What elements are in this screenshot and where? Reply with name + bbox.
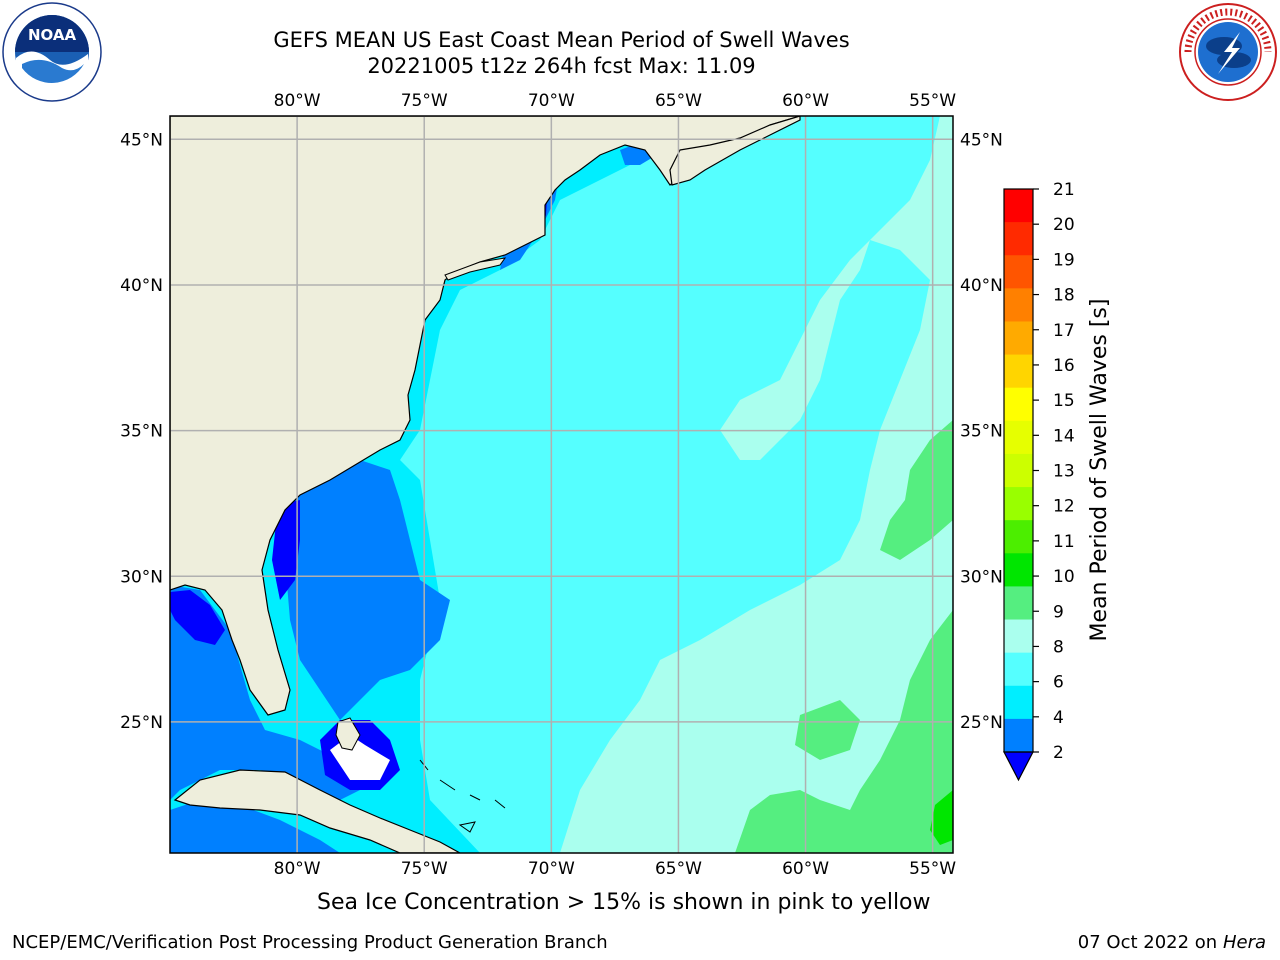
lat-label-right: 30°N xyxy=(960,567,1003,587)
lat-label-left: 35°N xyxy=(120,422,163,442)
lon-label-top: 80°W xyxy=(274,91,321,111)
lat-labels-right: 45°N 40°N 35°N 30°N 25°N xyxy=(960,130,1003,733)
colorbar-segment xyxy=(1004,487,1033,521)
colorbar-tick-label: 4 xyxy=(1053,708,1064,728)
colorbar-tick-label: 8 xyxy=(1053,637,1064,657)
lon-labels-top: 80°W 75°W 70°W 65°W 60°W 55°W xyxy=(274,91,957,111)
nws-logo-icon xyxy=(1179,3,1277,101)
colorbar-tick-label: 19 xyxy=(1053,250,1075,270)
date-line: 07 Oct 2022 on Hera xyxy=(1078,932,1266,953)
contour-2-4-bight xyxy=(285,460,450,720)
map-field xyxy=(170,116,953,853)
lat-label-left: 30°N xyxy=(120,567,163,587)
colorbar: 21 20 19 18 17 16 15 14 13 12 11 10 9 8 6 4 2 xyxy=(1003,180,1075,782)
lat-label-right: 35°N xyxy=(960,422,1003,442)
colorbar-segment xyxy=(1004,222,1033,256)
lon-label-bottom: 55°W xyxy=(909,859,956,879)
colorbar-tick-label: 21 xyxy=(1053,180,1075,200)
credit-line: NCEP/EMC/Verification Post Processing Pr… xyxy=(12,932,608,953)
colorbar-tick-label: 13 xyxy=(1053,462,1075,482)
date-text: 07 Oct 2022 on xyxy=(1077,932,1218,953)
contour-below-2-gulf xyxy=(170,590,225,645)
colorbar-tick-label: 9 xyxy=(1053,602,1064,622)
lon-label-top: 70°W xyxy=(528,91,575,111)
map-frame xyxy=(169,115,954,854)
colorbar-segment xyxy=(1004,321,1033,356)
colorbar-segment xyxy=(1004,652,1033,687)
land-long-island xyxy=(444,257,507,281)
lon-label-top: 60°W xyxy=(782,91,829,111)
colorbar-tick-label: 16 xyxy=(1053,356,1075,376)
land-andros xyxy=(335,717,361,751)
lon-label-bottom: 80°W xyxy=(274,859,321,879)
land-north-america xyxy=(170,116,801,716)
machine-name: Hera xyxy=(1222,932,1266,953)
lat-label-left: 40°N xyxy=(120,276,163,296)
lon-label-top: 65°W xyxy=(655,91,702,111)
colorbar-label: Mean Period of Swell Waves [s] xyxy=(1087,299,1112,642)
colorbar-segment xyxy=(1004,619,1033,654)
colorbar-segment xyxy=(1004,718,1033,753)
colorbar-segment xyxy=(1004,288,1033,322)
lon-label-bottom: 70°W xyxy=(528,859,575,879)
colorbar-tick-label: 6 xyxy=(1053,673,1064,693)
lat-label-right: 45°N xyxy=(960,130,1003,150)
colorbar-segment xyxy=(1004,189,1033,223)
colorbar-tick-label: 15 xyxy=(1053,391,1075,411)
map-subtitle: 20221005 t12z 264h fcst Max: 11.09 xyxy=(367,54,756,78)
contour-8-9 xyxy=(560,116,953,853)
noaa-logo-text: NOAA xyxy=(28,26,77,44)
colorbar-tick-label: 12 xyxy=(1053,497,1075,517)
colorbar-segment xyxy=(1004,354,1033,389)
colorbar-segment xyxy=(1004,586,1033,621)
colorbar-under-arrow xyxy=(1003,751,1034,782)
colorbar-tick-label: 20 xyxy=(1053,215,1075,235)
lon-label-bottom: 60°W xyxy=(782,859,829,879)
contour-9-10-se xyxy=(735,610,953,853)
colorbar-tick-label: 14 xyxy=(1053,426,1075,446)
land-cuba xyxy=(173,769,461,853)
colorbar-tick-label: 10 xyxy=(1053,567,1075,587)
sea-ice-note: Sea Ice Concentration > 15% is shown in … xyxy=(317,890,931,915)
colorbar-tick-label: 2 xyxy=(1053,743,1064,763)
lat-label-left: 45°N xyxy=(120,130,163,150)
contour-9-10-mid xyxy=(795,700,860,760)
contour-10-11 xyxy=(930,790,953,845)
contour-9-10-east xyxy=(880,420,953,560)
map-grid xyxy=(170,116,953,853)
colorbar-segment xyxy=(1004,255,1033,289)
lat-label-left: 25°N xyxy=(120,713,163,733)
colorbar-tick-label: 17 xyxy=(1053,321,1075,341)
colorbar-segment xyxy=(1004,520,1033,554)
lon-label-top: 75°W xyxy=(401,91,448,111)
noaa-logo-icon: NOAA xyxy=(2,2,102,102)
colorbar-segment xyxy=(1004,553,1033,587)
colorbar-segment xyxy=(1004,453,1033,488)
colorbar-segment xyxy=(1004,685,1033,720)
lat-label-right: 25°N xyxy=(960,713,1003,733)
lon-labels-bottom: 80°W 75°W 70°W 65°W 60°W 55°W xyxy=(274,859,957,879)
lat-labels-left: 45°N 40°N 35°N 30°N 25°N xyxy=(120,130,163,733)
lat-label-right: 40°N xyxy=(960,276,1003,296)
colorbar-tick-label: 18 xyxy=(1053,286,1075,306)
lon-label-top: 55°W xyxy=(909,91,956,111)
colorbar-tick-label: 11 xyxy=(1053,532,1075,552)
contour-below-2-fl xyxy=(272,500,300,600)
lon-label-bottom: 65°W xyxy=(655,859,702,879)
colorbar-segment xyxy=(1004,420,1033,455)
colorbar-segment xyxy=(1004,387,1033,422)
map-title: GEFS MEAN US East Coast Mean Period of S… xyxy=(273,28,850,52)
lon-label-bottom: 75°W xyxy=(401,859,448,879)
land-nova-scotia xyxy=(669,116,801,186)
